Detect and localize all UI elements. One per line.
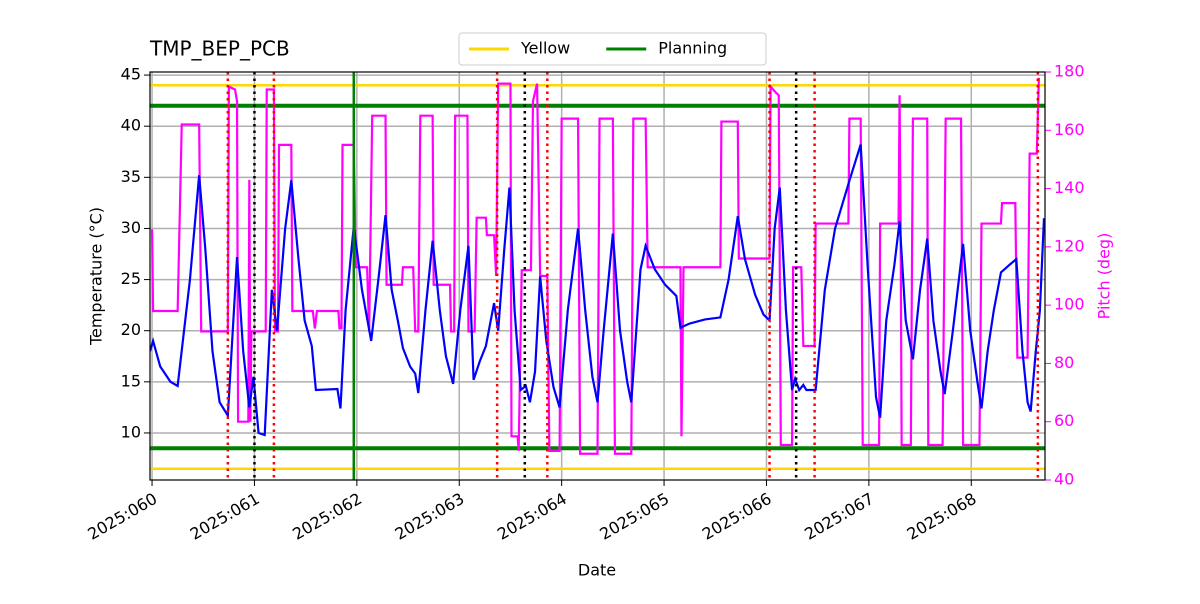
y-tick-label: 20 — [121, 320, 141, 339]
y2-tick-label: 40 — [1054, 470, 1074, 489]
y-tick-label: 30 — [121, 218, 141, 237]
y-tick-label: 10 — [121, 422, 141, 441]
y2-tick-label: 140 — [1054, 178, 1085, 197]
y2-tick-label: 80 — [1054, 353, 1074, 372]
y-tick-label: 35 — [121, 167, 141, 186]
legend-label: Planning — [658, 39, 727, 58]
series-line — [150, 144, 1045, 437]
y2-tick-label: 180 — [1054, 62, 1085, 81]
y-tick-label: 40 — [121, 116, 141, 135]
y-tick-label: 15 — [121, 371, 141, 390]
legend-label: Yellow — [520, 39, 570, 58]
y2-tick-label: 120 — [1054, 236, 1085, 255]
y2-tick-label: 60 — [1054, 411, 1074, 430]
x-axis-label: Date — [578, 561, 616, 580]
chart-title: TMP_BEP_PCB — [149, 37, 290, 61]
series-line — [150, 77, 1040, 455]
y-tick-label: 25 — [121, 269, 141, 288]
y-tick-label: 45 — [121, 65, 141, 84]
y2-tick-label: 160 — [1054, 120, 1085, 139]
y-axis-label: Temperature (°C) — [87, 207, 106, 346]
plot-frame — [149, 71, 1046, 481]
y2-axis-label: Pitch (deg) — [1095, 233, 1114, 320]
y2-tick-label: 100 — [1054, 295, 1085, 314]
